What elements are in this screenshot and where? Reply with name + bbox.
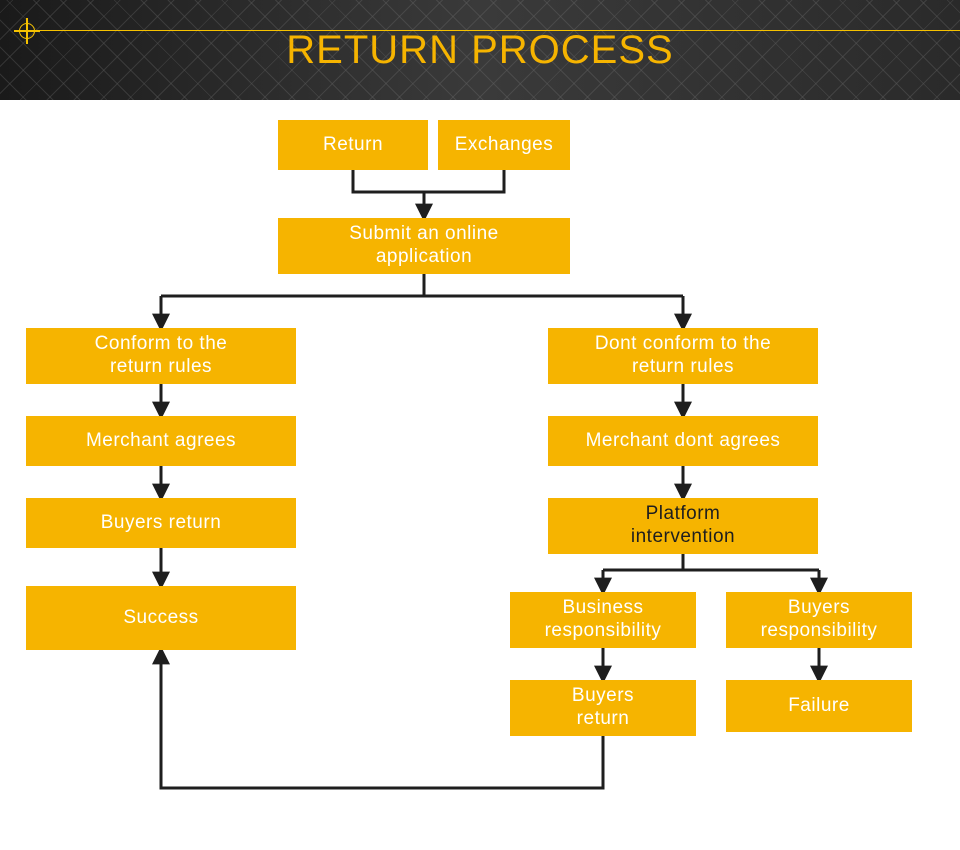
flowchart-node-exchanges: Exchanges	[438, 120, 570, 170]
crosshair-icon	[14, 18, 40, 44]
flowchart-edges	[0, 100, 960, 850]
flowchart-node-bizresp: Business responsibility	[510, 592, 696, 648]
flowchart-node-return: Return	[278, 120, 428, 170]
flowchart-node-buyret2: Buyers return	[510, 680, 696, 736]
flowchart-node-dontconf: Dont conform to the return rules	[548, 328, 818, 384]
page-title: RETURN PROCESS	[286, 28, 673, 73]
flowchart-node-conform: Conform to the return rules	[26, 328, 296, 384]
flowchart-node-buyret1: Buyers return	[26, 498, 296, 548]
flowchart-node-platform: Platform intervention	[548, 498, 818, 554]
flowchart-edge	[353, 170, 504, 192]
flowchart-node-success: Success	[26, 586, 296, 650]
flowchart-node-magrees: Merchant agrees	[26, 416, 296, 466]
header-bar: RETURN PROCESS	[0, 0, 960, 100]
flowchart-node-submit: Submit an online application	[278, 218, 570, 274]
flowchart-node-failure: Failure	[726, 680, 912, 732]
flowchart-node-buyresp: Buyers responsibility	[726, 592, 912, 648]
flowchart-node-mdont: Merchant dont agrees	[548, 416, 818, 466]
flowchart-canvas: ReturnExchanges Submit an online applicat…	[0, 100, 960, 850]
